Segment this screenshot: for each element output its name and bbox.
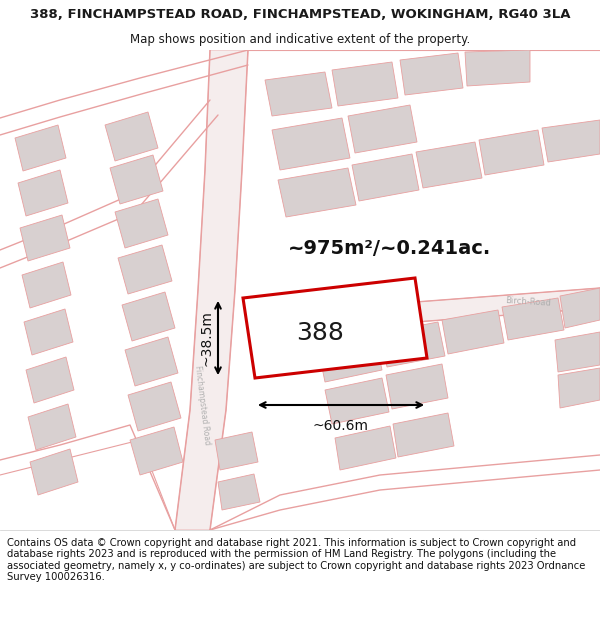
Polygon shape	[558, 368, 600, 408]
Polygon shape	[115, 199, 168, 248]
Polygon shape	[542, 120, 600, 162]
Polygon shape	[479, 130, 544, 175]
Polygon shape	[416, 142, 482, 188]
Polygon shape	[130, 427, 183, 475]
Polygon shape	[15, 125, 66, 171]
Text: 388, FINCHAMPSTEAD ROAD, FINCHAMPSTEAD, WOKINGHAM, RG40 3LA: 388, FINCHAMPSTEAD ROAD, FINCHAMPSTEAD, …	[30, 8, 570, 21]
Text: Contains OS data © Crown copyright and database right 2021. This information is : Contains OS data © Crown copyright and d…	[7, 538, 586, 582]
Polygon shape	[125, 337, 178, 386]
Polygon shape	[22, 262, 71, 308]
Polygon shape	[386, 364, 448, 409]
Polygon shape	[128, 382, 181, 431]
Polygon shape	[122, 292, 175, 341]
Polygon shape	[243, 278, 427, 378]
Polygon shape	[218, 474, 260, 510]
Polygon shape	[28, 404, 76, 450]
Text: Map shows position and indicative extent of the property.: Map shows position and indicative extent…	[130, 32, 470, 46]
Polygon shape	[348, 105, 417, 153]
Polygon shape	[20, 215, 70, 261]
Polygon shape	[393, 413, 454, 457]
Text: ~38.5m: ~38.5m	[199, 310, 213, 366]
Polygon shape	[560, 288, 600, 328]
Polygon shape	[215, 432, 258, 470]
Polygon shape	[26, 357, 74, 403]
Polygon shape	[278, 168, 356, 217]
Polygon shape	[325, 378, 389, 424]
Text: Finchampstead Road: Finchampstead Road	[193, 365, 211, 445]
Polygon shape	[502, 298, 564, 340]
Text: ~60.6m: ~60.6m	[313, 419, 369, 433]
Polygon shape	[118, 245, 172, 294]
Polygon shape	[335, 426, 396, 470]
Polygon shape	[175, 50, 248, 530]
Polygon shape	[110, 155, 163, 204]
Polygon shape	[265, 72, 332, 116]
Polygon shape	[318, 336, 382, 382]
Polygon shape	[400, 53, 463, 95]
Polygon shape	[30, 449, 78, 495]
Polygon shape	[18, 170, 68, 216]
Polygon shape	[555, 332, 600, 372]
Text: Birch-Road: Birch-Road	[505, 296, 551, 308]
Polygon shape	[352, 154, 419, 201]
Polygon shape	[332, 62, 398, 106]
Polygon shape	[24, 309, 73, 355]
Text: ~975m²/~0.241ac.: ~975m²/~0.241ac.	[289, 239, 491, 258]
Polygon shape	[105, 112, 158, 161]
Text: 388: 388	[296, 321, 344, 345]
Polygon shape	[442, 310, 504, 354]
Polygon shape	[310, 288, 600, 330]
Polygon shape	[465, 50, 530, 86]
Polygon shape	[380, 322, 445, 367]
Polygon shape	[272, 118, 350, 170]
